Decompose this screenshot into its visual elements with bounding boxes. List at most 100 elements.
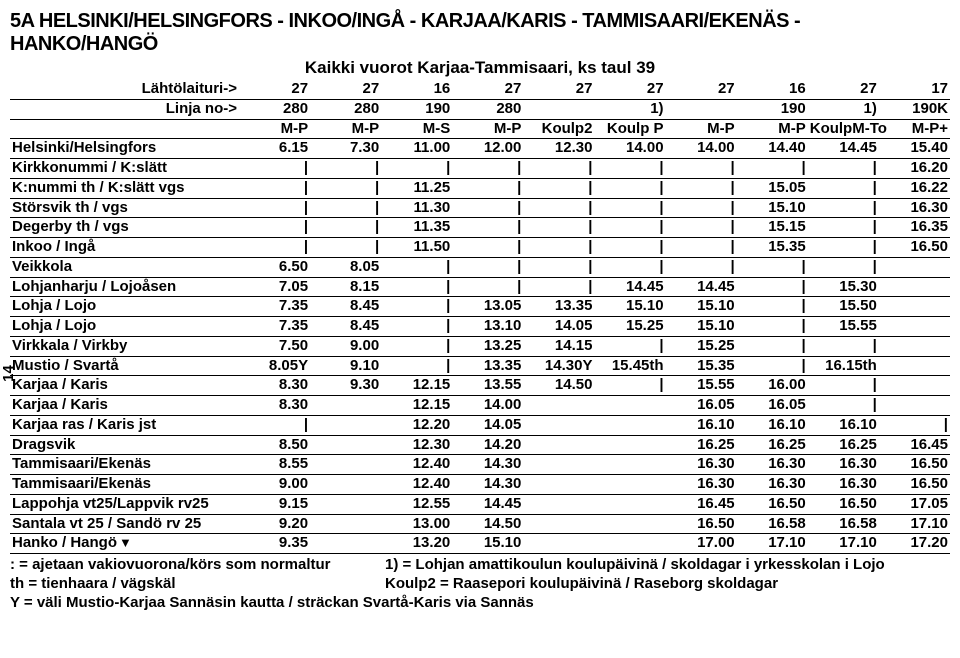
- header-cell: 27: [452, 80, 523, 99]
- header-cell: 17: [879, 80, 950, 99]
- time-cell: |: [239, 159, 310, 179]
- time-cell: |: [594, 238, 665, 258]
- table-row: Dragsvik8.5012.3014.2016.2516.2516.2516.…: [10, 435, 950, 455]
- stop-name: Inkoo / Ingå: [10, 238, 239, 258]
- time-cell: 15.10: [666, 297, 737, 317]
- header-cell: 280: [310, 99, 381, 119]
- table-row: Tammisaari/Ekenäs9.0012.4014.3016.3016.3…: [10, 475, 950, 495]
- time-cell: [879, 396, 950, 416]
- stop-name: Karjaa ras / Karis jst: [10, 415, 239, 435]
- time-cell: 17.10: [737, 534, 808, 554]
- time-cell: 14.45: [666, 277, 737, 297]
- time-cell: 11.25: [381, 178, 452, 198]
- time-cell: 14.05: [523, 317, 594, 337]
- time-cell: 14.50: [452, 514, 523, 534]
- time-cell: 14.40: [737, 139, 808, 159]
- time-cell: |: [666, 257, 737, 277]
- route-title: 5A HELSINKI/HELSINGFORS - INKOO/INGÅ - K…: [10, 10, 950, 56]
- header-cell: KoulpM-To: [808, 119, 879, 139]
- time-cell: [879, 317, 950, 337]
- time-cell: 8.45: [310, 317, 381, 337]
- stop-name: Lappohja vt25/Lappvik rv25: [10, 494, 239, 514]
- time-cell: |: [381, 336, 452, 356]
- time-cell: 13.05: [452, 297, 523, 317]
- stop-name: Mustio / Svartå: [10, 356, 239, 376]
- time-cell: |: [523, 238, 594, 258]
- time-cell: 15.30: [808, 277, 879, 297]
- table-row: Lohja / Lojo7.358.45|13.0513.3515.1015.1…: [10, 297, 950, 317]
- time-cell: |: [808, 218, 879, 238]
- time-cell: [523, 435, 594, 455]
- time-cell: |: [737, 297, 808, 317]
- table-row: Lappohja vt25/Lappvik rv259.1512.5514.45…: [10, 494, 950, 514]
- stop-name: Virkkala / Virkby: [10, 336, 239, 356]
- time-cell: 13.00: [381, 514, 452, 534]
- header-cell: M-P+: [879, 119, 950, 139]
- time-cell: 15.10: [666, 317, 737, 337]
- time-cell: |: [808, 198, 879, 218]
- time-cell: [879, 336, 950, 356]
- time-cell: 9.20: [239, 514, 310, 534]
- time-cell: |: [239, 238, 310, 258]
- time-cell: |: [666, 159, 737, 179]
- header-cell: M-P: [310, 119, 381, 139]
- time-cell: 9.15: [239, 494, 310, 514]
- time-cell: |: [594, 159, 665, 179]
- time-cell: 12.30: [523, 139, 594, 159]
- time-cell: 13.35: [452, 356, 523, 376]
- time-cell: 14.00: [594, 139, 665, 159]
- time-cell: 12.00: [452, 139, 523, 159]
- time-cell: 9.00: [310, 336, 381, 356]
- table-row: Kirkkonummi / K:slätt|||||||||16.20: [10, 159, 950, 179]
- time-cell: |: [594, 198, 665, 218]
- table-row: Helsinki/Helsingfors6.157.3011.0012.0012…: [10, 139, 950, 159]
- time-cell: |: [666, 218, 737, 238]
- time-cell: |: [523, 159, 594, 179]
- time-cell: 6.50: [239, 257, 310, 277]
- time-cell: 15.45th: [594, 356, 665, 376]
- time-cell: [594, 455, 665, 475]
- table-row: Karjaa / Karis8.3012.1514.0016.0516.05|: [10, 396, 950, 416]
- header-cell: [523, 99, 594, 119]
- time-cell: |: [523, 257, 594, 277]
- time-cell: [310, 494, 381, 514]
- stop-name: Karjaa / Karis: [10, 396, 239, 416]
- header-label: Linja no->: [10, 99, 239, 119]
- time-cell: 13.25: [452, 336, 523, 356]
- time-cell: 16.22: [879, 178, 950, 198]
- time-cell: |: [452, 218, 523, 238]
- time-cell: 16.00: [737, 376, 808, 396]
- stop-name: K:nummi th / K:slätt vgs: [10, 178, 239, 198]
- table-row: Karjaa ras / Karis jst|12.2014.0516.1016…: [10, 415, 950, 435]
- header-cell: 1): [594, 99, 665, 119]
- footnote-th: th = tienhaara / vägskäl: [10, 575, 385, 594]
- time-cell: 16.35: [879, 218, 950, 238]
- header-cell: 27: [594, 80, 665, 99]
- time-cell: 16.30: [666, 475, 737, 495]
- time-cell: 16.25: [737, 435, 808, 455]
- time-cell: |: [381, 317, 452, 337]
- time-cell: 16.25: [666, 435, 737, 455]
- time-cell: [594, 396, 665, 416]
- time-cell: 12.20: [381, 415, 452, 435]
- time-cell: 8.45: [310, 297, 381, 317]
- table-row: Degerby th / vgs||11.35||||15.15|16.35: [10, 218, 950, 238]
- stop-name: Störsvik th / vgs: [10, 198, 239, 218]
- time-cell: |: [239, 218, 310, 238]
- page-number: 14: [0, 365, 17, 382]
- stop-name: Helsinki/Helsingfors: [10, 139, 239, 159]
- time-cell: [594, 475, 665, 495]
- header-cell: M-P: [239, 119, 310, 139]
- footnote-normaltur: : = ajetaan vakiovuorona/körs som normal…: [10, 556, 385, 575]
- time-cell: [523, 396, 594, 416]
- time-cell: 15.50: [808, 297, 879, 317]
- table-row: Virkkala / Virkby7.509.00|13.2514.15|15.…: [10, 336, 950, 356]
- time-cell: 9.00: [239, 475, 310, 495]
- time-cell: [879, 277, 950, 297]
- time-cell: |: [452, 198, 523, 218]
- time-cell: 16.58: [737, 514, 808, 534]
- time-cell: |: [452, 178, 523, 198]
- table-row: Inkoo / Ingå||11.50||||15.35|16.50: [10, 238, 950, 258]
- time-cell: 15.05: [737, 178, 808, 198]
- time-cell: |: [594, 336, 665, 356]
